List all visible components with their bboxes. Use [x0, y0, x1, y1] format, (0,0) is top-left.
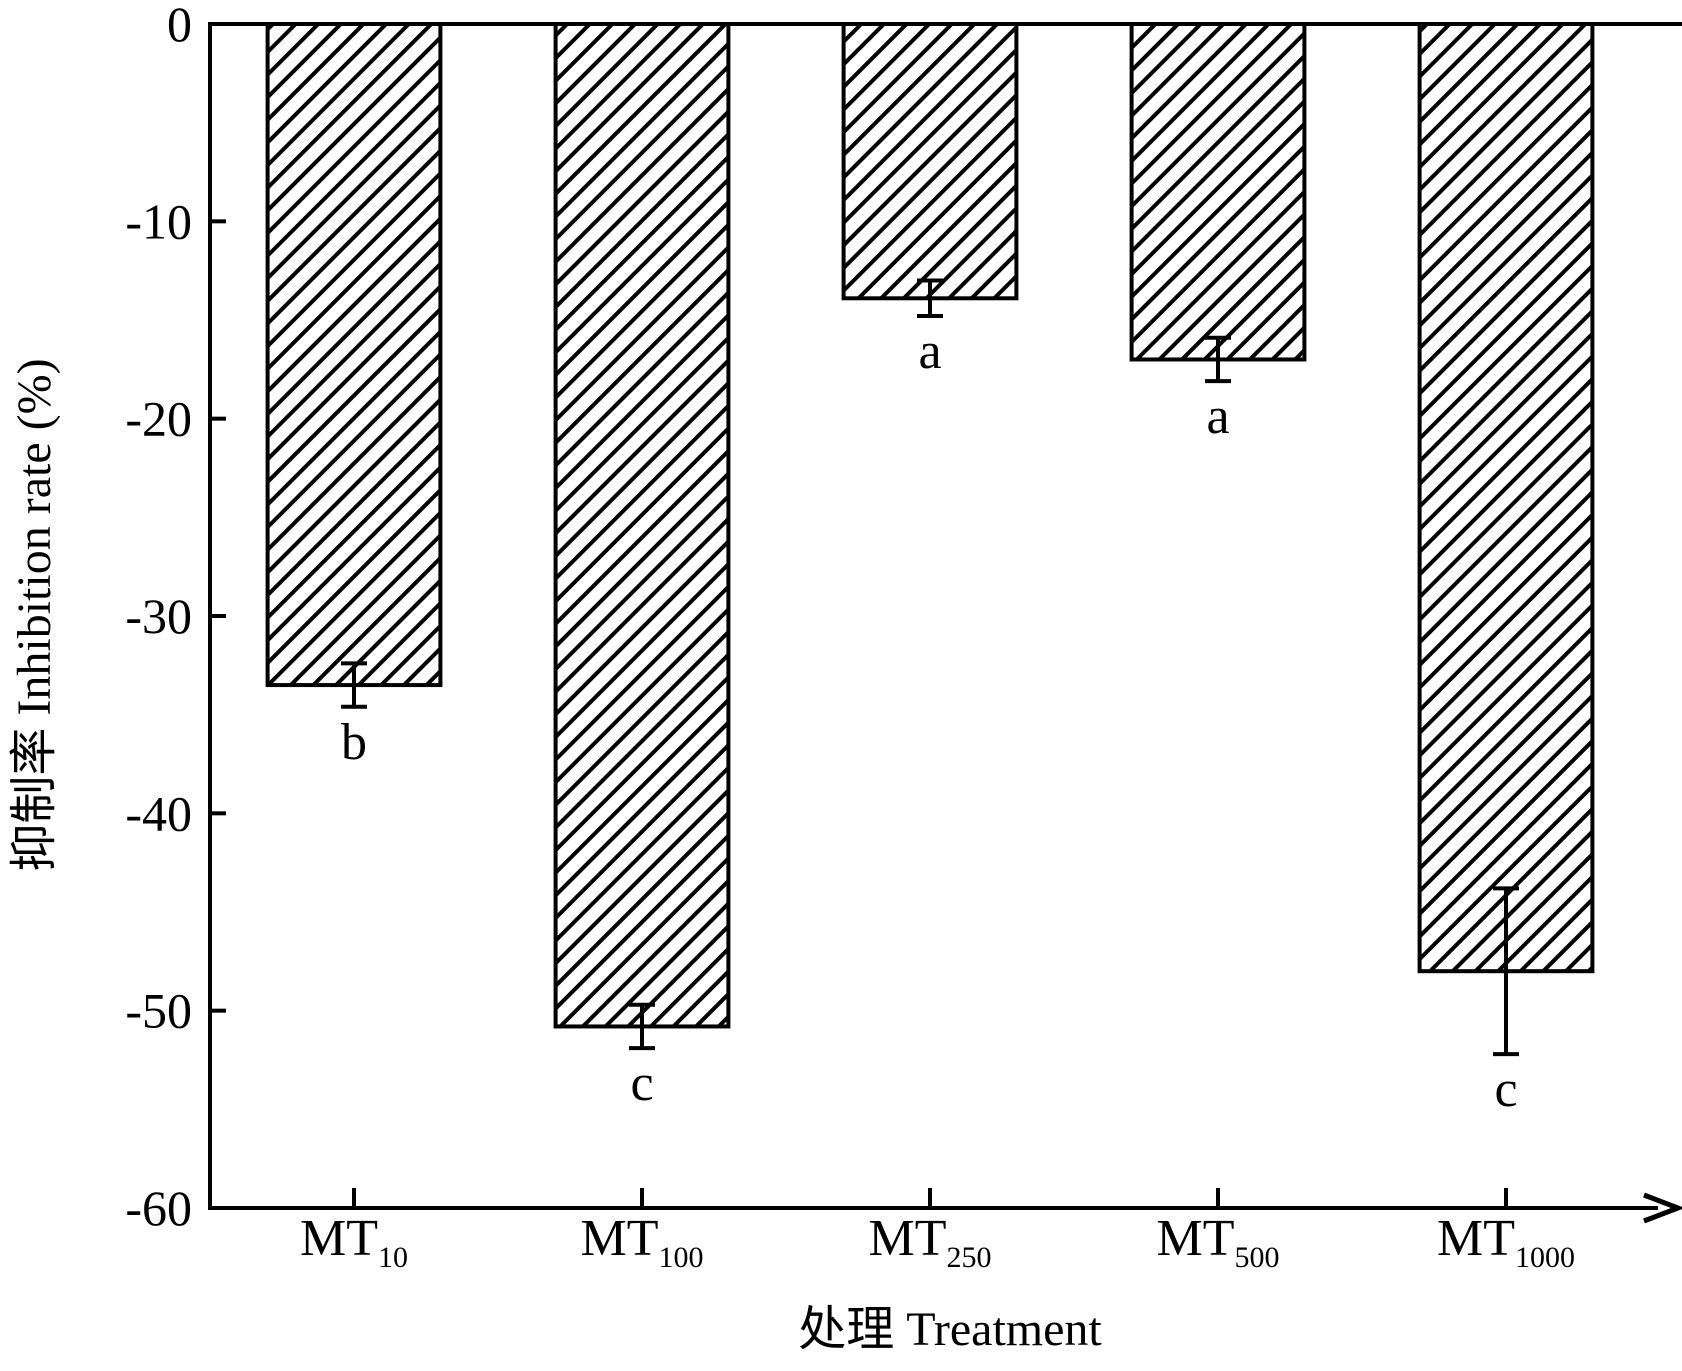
y-tick-label: -10	[125, 193, 192, 249]
x-tick-subscript: 10	[378, 1241, 408, 1274]
y-tick-label: -40	[125, 785, 192, 841]
x-tick-subscript: 100	[659, 1241, 704, 1274]
bar-mt10	[265, 22, 443, 688]
bars-layer	[265, 22, 1595, 1029]
y-tick-label: 0	[167, 0, 192, 52]
bar-mt250	[841, 22, 1019, 301]
significance-labels: b c a a c	[341, 323, 1518, 1118]
x-tick-subscript: 250	[947, 1241, 992, 1274]
error-bars	[341, 278, 1519, 1057]
bar-mt500	[1129, 22, 1307, 362]
significance-label: b	[341, 714, 367, 771]
significance-label: a	[1206, 388, 1229, 445]
y-tick-label: -20	[125, 391, 192, 447]
x-tick-label: MT100	[581, 1210, 704, 1274]
significance-label: c	[630, 1055, 653, 1112]
x-axis-title: 处理 Treatment	[798, 1303, 1102, 1356]
x-tick-subscript: 500	[1235, 1241, 1280, 1274]
bar-mt1000	[1417, 22, 1595, 974]
x-tick-label: MT1000	[1437, 1210, 1575, 1274]
x-tick-label: MT500	[1157, 1210, 1280, 1274]
x-tick-label: MT250	[869, 1210, 992, 1274]
significance-label: a	[918, 323, 941, 380]
y-ticks: 0 -10 -20 -30 -40 -50 -60	[125, 0, 226, 1236]
x-tick-label: MT10	[300, 1210, 408, 1274]
y-tick-label: -60	[125, 1180, 192, 1236]
y-tick-label: -30	[125, 588, 192, 644]
y-axis-title: 抑制率 Inhibition rate (%)	[8, 358, 61, 871]
bar-mt100	[553, 22, 731, 1029]
x-ticks: MT10 MT100 MT250 MT500 MT1000	[300, 1188, 1575, 1274]
x-axis-arrow	[1643, 1192, 1682, 1224]
y-tick-label: -50	[125, 983, 192, 1039]
x-tick-subscript: 1000	[1515, 1241, 1575, 1274]
significance-label: c	[1494, 1061, 1517, 1118]
